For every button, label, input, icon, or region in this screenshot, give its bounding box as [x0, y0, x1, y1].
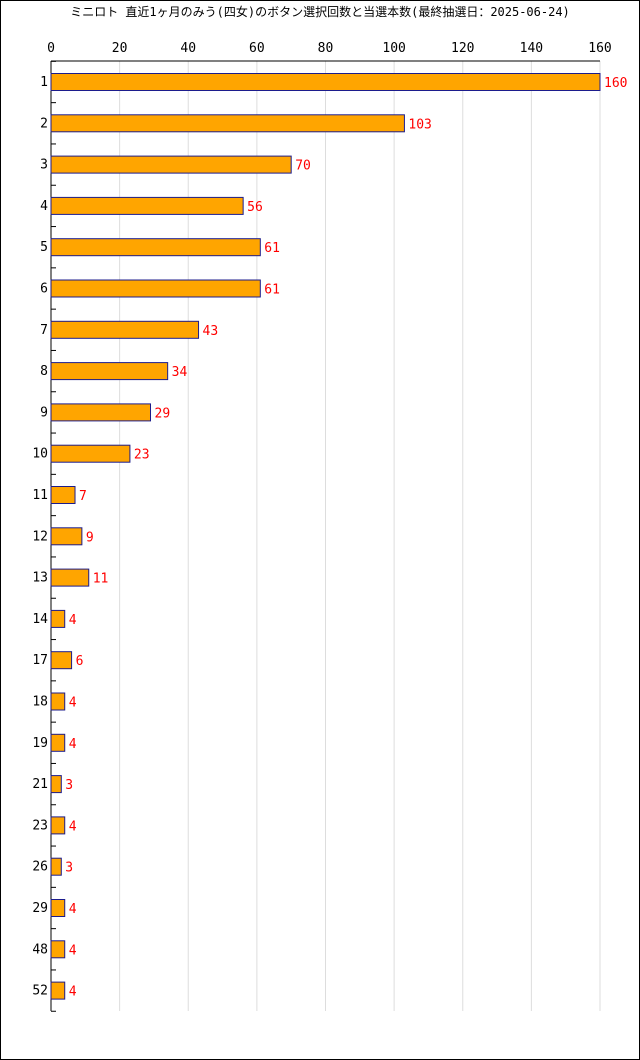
- value-label: 43: [203, 324, 219, 339]
- x-tick-label: 140: [520, 41, 543, 56]
- bar: [50, 609, 66, 628]
- category-label: 12: [32, 529, 48, 544]
- value-label: 34: [172, 365, 188, 380]
- category-label: 17: [32, 653, 48, 668]
- category-label: 29: [32, 901, 48, 916]
- category-label: 52: [32, 984, 48, 999]
- value-label: 9: [86, 530, 94, 545]
- value-label: 4: [69, 902, 77, 917]
- value-label: 29: [155, 406, 171, 421]
- bar: [50, 651, 73, 670]
- bar: [50, 692, 66, 711]
- value-label: 6: [76, 654, 84, 669]
- value-label: 11: [93, 572, 109, 587]
- category-label: 8: [40, 364, 48, 379]
- value-label: 56: [247, 200, 263, 215]
- value-label: 4: [69, 943, 77, 958]
- chart-title: ミニロト 直近1ヶ月のみう(四女)のボタン選択回数と当選本数(最終抽選日：202…: [70, 5, 570, 19]
- bar: [50, 238, 261, 257]
- category-label: 11: [32, 488, 48, 503]
- category-label: 1: [40, 75, 48, 90]
- bar: [50, 857, 62, 876]
- category-label: 10: [32, 447, 48, 462]
- value-label: 4: [69, 737, 77, 752]
- x-tick-label: 0: [47, 41, 55, 56]
- value-label: 4: [69, 985, 77, 1000]
- value-label: 61: [264, 241, 280, 256]
- bar: [50, 527, 83, 546]
- category-label: 3: [40, 158, 48, 173]
- category-label: 19: [32, 736, 48, 751]
- bar: [50, 444, 131, 463]
- bar: [50, 73, 601, 91]
- value-label: 160: [604, 76, 627, 91]
- bar: [50, 940, 66, 959]
- category-label: 23: [32, 818, 48, 833]
- bar: [50, 403, 152, 422]
- category-label: 14: [32, 612, 48, 627]
- value-label: 4: [69, 696, 77, 711]
- value-label: 103: [408, 117, 431, 132]
- category-label: 48: [32, 942, 48, 957]
- category-label: 18: [32, 695, 48, 710]
- bar: [50, 279, 261, 298]
- bar: [50, 775, 62, 794]
- category-label: 13: [32, 571, 48, 586]
- value-label: 7: [79, 489, 87, 504]
- category-label: 21: [32, 777, 48, 792]
- value-label: 3: [65, 778, 73, 793]
- value-label: 70: [295, 159, 311, 174]
- value-label: 4: [69, 819, 77, 834]
- x-tick-label: 100: [382, 41, 405, 56]
- x-tick-label: 40: [180, 41, 196, 56]
- bar: [50, 114, 405, 133]
- value-label: 4: [69, 613, 77, 628]
- x-tick-label: 120: [451, 41, 474, 56]
- bar: [50, 196, 244, 215]
- category-label: 7: [40, 323, 48, 338]
- bar: [50, 320, 200, 339]
- value-label: 3: [65, 861, 73, 876]
- x-tick-label: 160: [588, 41, 611, 56]
- x-tick-label: 60: [249, 41, 265, 56]
- bar: [50, 486, 76, 504]
- bar: [50, 362, 169, 381]
- category-label: 2: [40, 116, 48, 131]
- bar: [50, 899, 66, 917]
- bar: [50, 568, 90, 587]
- bar: [50, 733, 66, 752]
- value-label: 23: [134, 448, 150, 463]
- bar: [50, 816, 66, 835]
- category-label: 4: [40, 199, 48, 214]
- category-label: 26: [32, 860, 48, 875]
- x-tick-label: 80: [318, 41, 334, 56]
- x-tick-label: 20: [112, 41, 128, 56]
- bar: [50, 155, 292, 174]
- category-label: 9: [40, 405, 48, 420]
- category-label: 6: [40, 282, 48, 297]
- value-label: 61: [264, 283, 280, 298]
- category-label: 5: [40, 240, 48, 255]
- bar: [50, 981, 66, 1000]
